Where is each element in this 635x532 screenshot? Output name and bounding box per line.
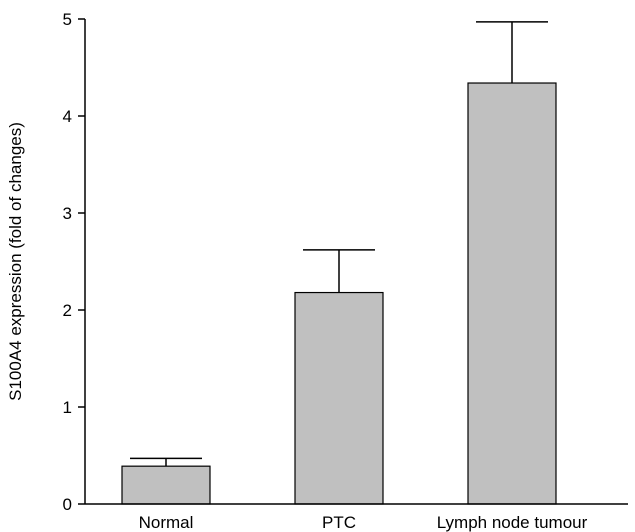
y-tick-label: 0 xyxy=(63,495,72,514)
y-tick-label: 2 xyxy=(63,301,72,320)
x-tick-label: PTC xyxy=(322,513,356,532)
y-axis-label: S100A4 expression (fold of changes) xyxy=(6,122,25,401)
y-axis-ticks: 0 1 2 3 4 5 xyxy=(63,10,85,514)
y-tick-label: 1 xyxy=(63,398,72,417)
error-bars xyxy=(130,21,548,467)
x-axis-tick-labels: Normal PTC Lymph node tumour xyxy=(139,513,588,532)
bar xyxy=(294,291,384,505)
x-tick-label: Normal xyxy=(139,513,194,532)
y-tick-label: 5 xyxy=(63,10,72,29)
y-tick-label: 3 xyxy=(63,204,72,223)
y-tick-label: 4 xyxy=(63,107,72,126)
bar xyxy=(467,82,557,505)
bar xyxy=(121,465,211,505)
bars xyxy=(121,82,557,505)
x-tick-label: Lymph node tumour xyxy=(437,513,588,532)
